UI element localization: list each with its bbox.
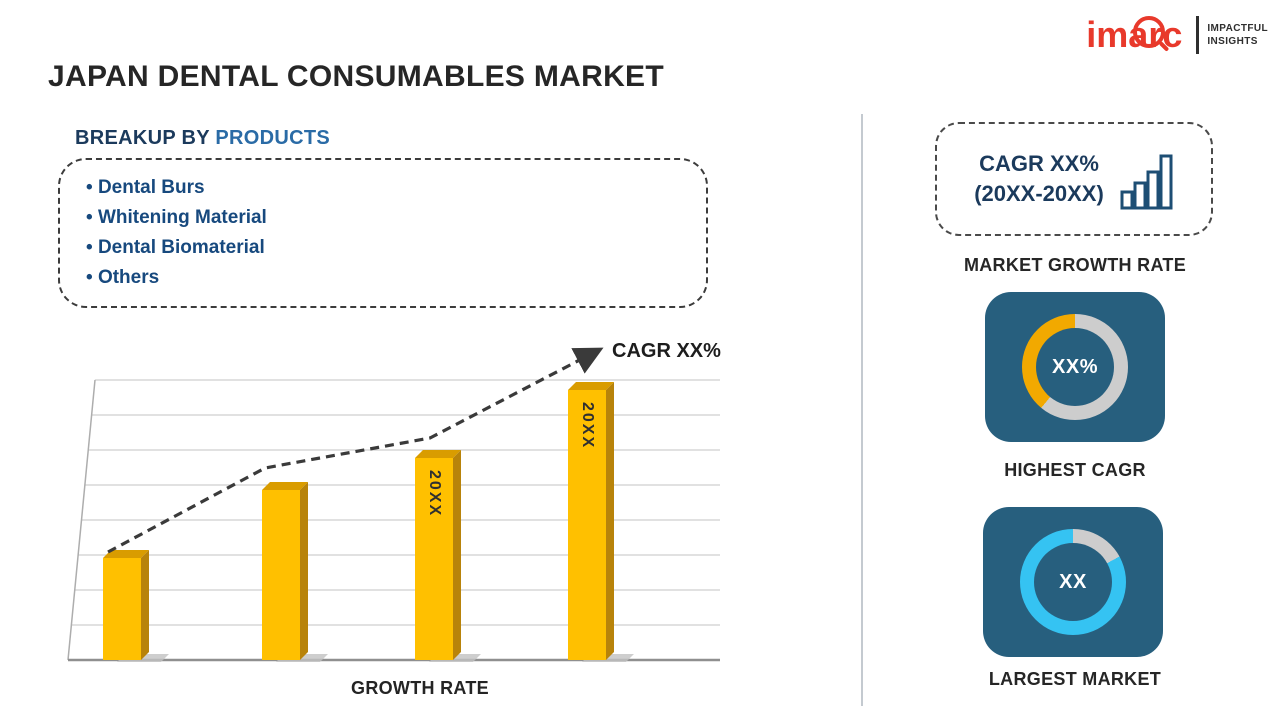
- cagr-line2: (20XX-20XX): [974, 181, 1104, 206]
- vertical-divider: [861, 114, 863, 706]
- list-item: Whitening Material: [86, 203, 706, 233]
- breakup-heading: BREAKUP BY PRODUCTS: [75, 127, 330, 150]
- logo-tagline: IMPACTFUL INSIGHTS: [1207, 22, 1268, 48]
- magnifier-icon: [1133, 16, 1166, 48]
- y-axis-line: [67, 379, 96, 661]
- page-title: JAPAN DENTAL CONSUMABLES MARKET: [48, 60, 664, 93]
- growth-rate-chart: 20XX 20XX CAGR XX%: [60, 330, 760, 690]
- bar: [262, 490, 300, 660]
- market-growth-rate-label: MARKET GROWTH RATE: [963, 255, 1187, 275]
- breakup-heading-highlight: PRODUCTS: [215, 127, 331, 149]
- trend-cagr-label: CAGR XX%: [612, 340, 721, 362]
- highest-cagr-donut: XX%: [1022, 314, 1128, 420]
- largest-market-value: XX: [1034, 543, 1112, 621]
- x-axis-title: GROWTH RATE: [351, 678, 489, 698]
- imarc-brand: imarc: [1086, 16, 1192, 53]
- bar-chart-icon: [1120, 154, 1173, 210]
- bar: 20XX: [415, 458, 453, 660]
- largest-market-label: LARGEST MARKET: [988, 669, 1162, 689]
- donut-value-text: XX%: [1052, 355, 1098, 378]
- donut-value-text: XX: [1059, 570, 1087, 593]
- highest-cagr-value: XX%: [1036, 328, 1114, 406]
- imarc-logo: imarc IMPACTFUL INSIGHTS: [1086, 16, 1268, 54]
- list-item: Dental Biomaterial: [86, 233, 706, 263]
- list-item: Others: [86, 263, 706, 293]
- largest-market-donut: XX: [1020, 529, 1126, 635]
- bar-label: 20XX: [579, 402, 596, 450]
- breakup-products-box: Dental Burs Whitening Material Dental Bi…: [58, 158, 708, 308]
- highest-cagr-card: XX%: [985, 292, 1165, 442]
- chart-gridlines: [67, 379, 720, 662]
- logo-separator: [1196, 16, 1200, 54]
- logo-tagline-line2: INSIGHTS: [1207, 36, 1258, 47]
- logo-tagline-line1: IMPACTFUL: [1207, 23, 1268, 34]
- largest-market-card: XX: [983, 507, 1163, 657]
- cagr-line1: CAGR XX%: [979, 151, 1099, 177]
- bar: 20XX: [568, 390, 606, 660]
- bar: [103, 558, 141, 660]
- breakup-heading-prefix: BREAKUP BY: [75, 127, 210, 149]
- bar-label: 20XX: [426, 470, 443, 518]
- highest-cagr-label: HIGHEST CAGR: [1004, 460, 1146, 480]
- cagr-box: CAGR XX% (20XX-20XX): [935, 122, 1213, 236]
- cagr-text: CAGR XX% (20XX-20XX): [974, 149, 1104, 208]
- list-item: Dental Burs: [86, 173, 706, 203]
